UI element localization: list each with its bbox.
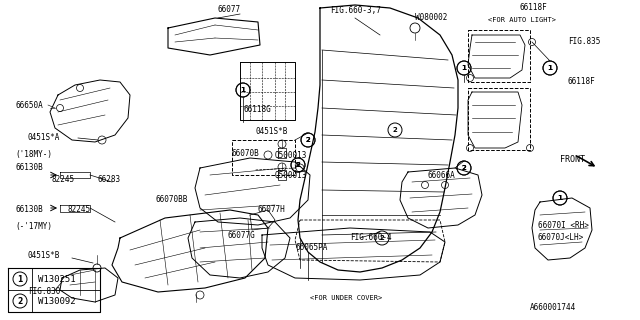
Text: 66650A: 66650A [15,100,43,109]
Text: 2: 2 [392,127,397,133]
Text: 66070I <RH>: 66070I <RH> [538,220,589,229]
Text: 66077: 66077 [218,5,241,14]
Text: 66066A: 66066A [428,171,456,180]
Text: 66077G: 66077G [228,230,256,239]
Text: 1: 1 [548,65,552,71]
Text: 1: 1 [241,87,245,93]
Text: 0451S*B: 0451S*B [255,127,287,137]
Text: 1: 1 [461,65,467,71]
Text: 1: 1 [17,275,22,284]
Text: FIG.660-3,7: FIG.660-3,7 [330,5,381,14]
Text: 66070B: 66070B [232,148,260,157]
Text: 1: 1 [241,87,245,93]
Text: 66077H: 66077H [258,205,285,214]
Text: 2: 2 [296,162,300,168]
Text: 2: 2 [306,137,310,143]
Text: 1: 1 [557,195,563,201]
Text: 0451S*B: 0451S*B [28,251,60,260]
Text: FIG.830: FIG.830 [28,287,60,297]
Text: FIG.660-4: FIG.660-4 [350,234,392,243]
Text: W130092: W130092 [38,297,76,306]
Text: <FOR AUTO LIGHT>: <FOR AUTO LIGHT> [488,17,556,23]
Text: 1: 1 [548,65,552,71]
Text: 2: 2 [296,162,300,168]
Text: 66130B: 66130B [15,164,43,172]
Text: Q500013: Q500013 [275,150,307,159]
Text: W130251: W130251 [38,275,76,284]
Text: FIG.835: FIG.835 [568,37,600,46]
Text: 1: 1 [557,195,563,201]
Text: W080002: W080002 [415,13,447,22]
Text: 66118G: 66118G [243,106,271,115]
Text: <FOR UNDER COVER>: <FOR UNDER COVER> [310,295,382,301]
Text: ('18MY-): ('18MY-) [15,150,52,159]
Text: 66070J<LH>: 66070J<LH> [538,234,584,243]
Text: (-'17MY): (-'17MY) [15,221,52,230]
Text: 0451S*A: 0451S*A [28,132,60,141]
Text: A660001744: A660001744 [530,303,576,313]
Text: 66130B: 66130B [15,205,43,214]
Text: 1: 1 [461,65,467,71]
Text: 2: 2 [461,165,467,171]
Text: 2: 2 [380,235,385,241]
Text: 66065PA: 66065PA [295,244,328,252]
Text: 66070BB: 66070BB [155,196,188,204]
Text: 66118F: 66118F [568,77,596,86]
Text: 2: 2 [461,165,467,171]
Text: 82245: 82245 [68,205,91,214]
Text: FRONT: FRONT [560,156,585,164]
Text: 2: 2 [306,137,310,143]
Text: 66283: 66283 [98,175,121,185]
Text: 82245: 82245 [52,175,75,185]
Text: Q500013: Q500013 [275,171,307,180]
Text: 2: 2 [17,297,22,306]
Text: 66118F: 66118F [520,4,548,12]
